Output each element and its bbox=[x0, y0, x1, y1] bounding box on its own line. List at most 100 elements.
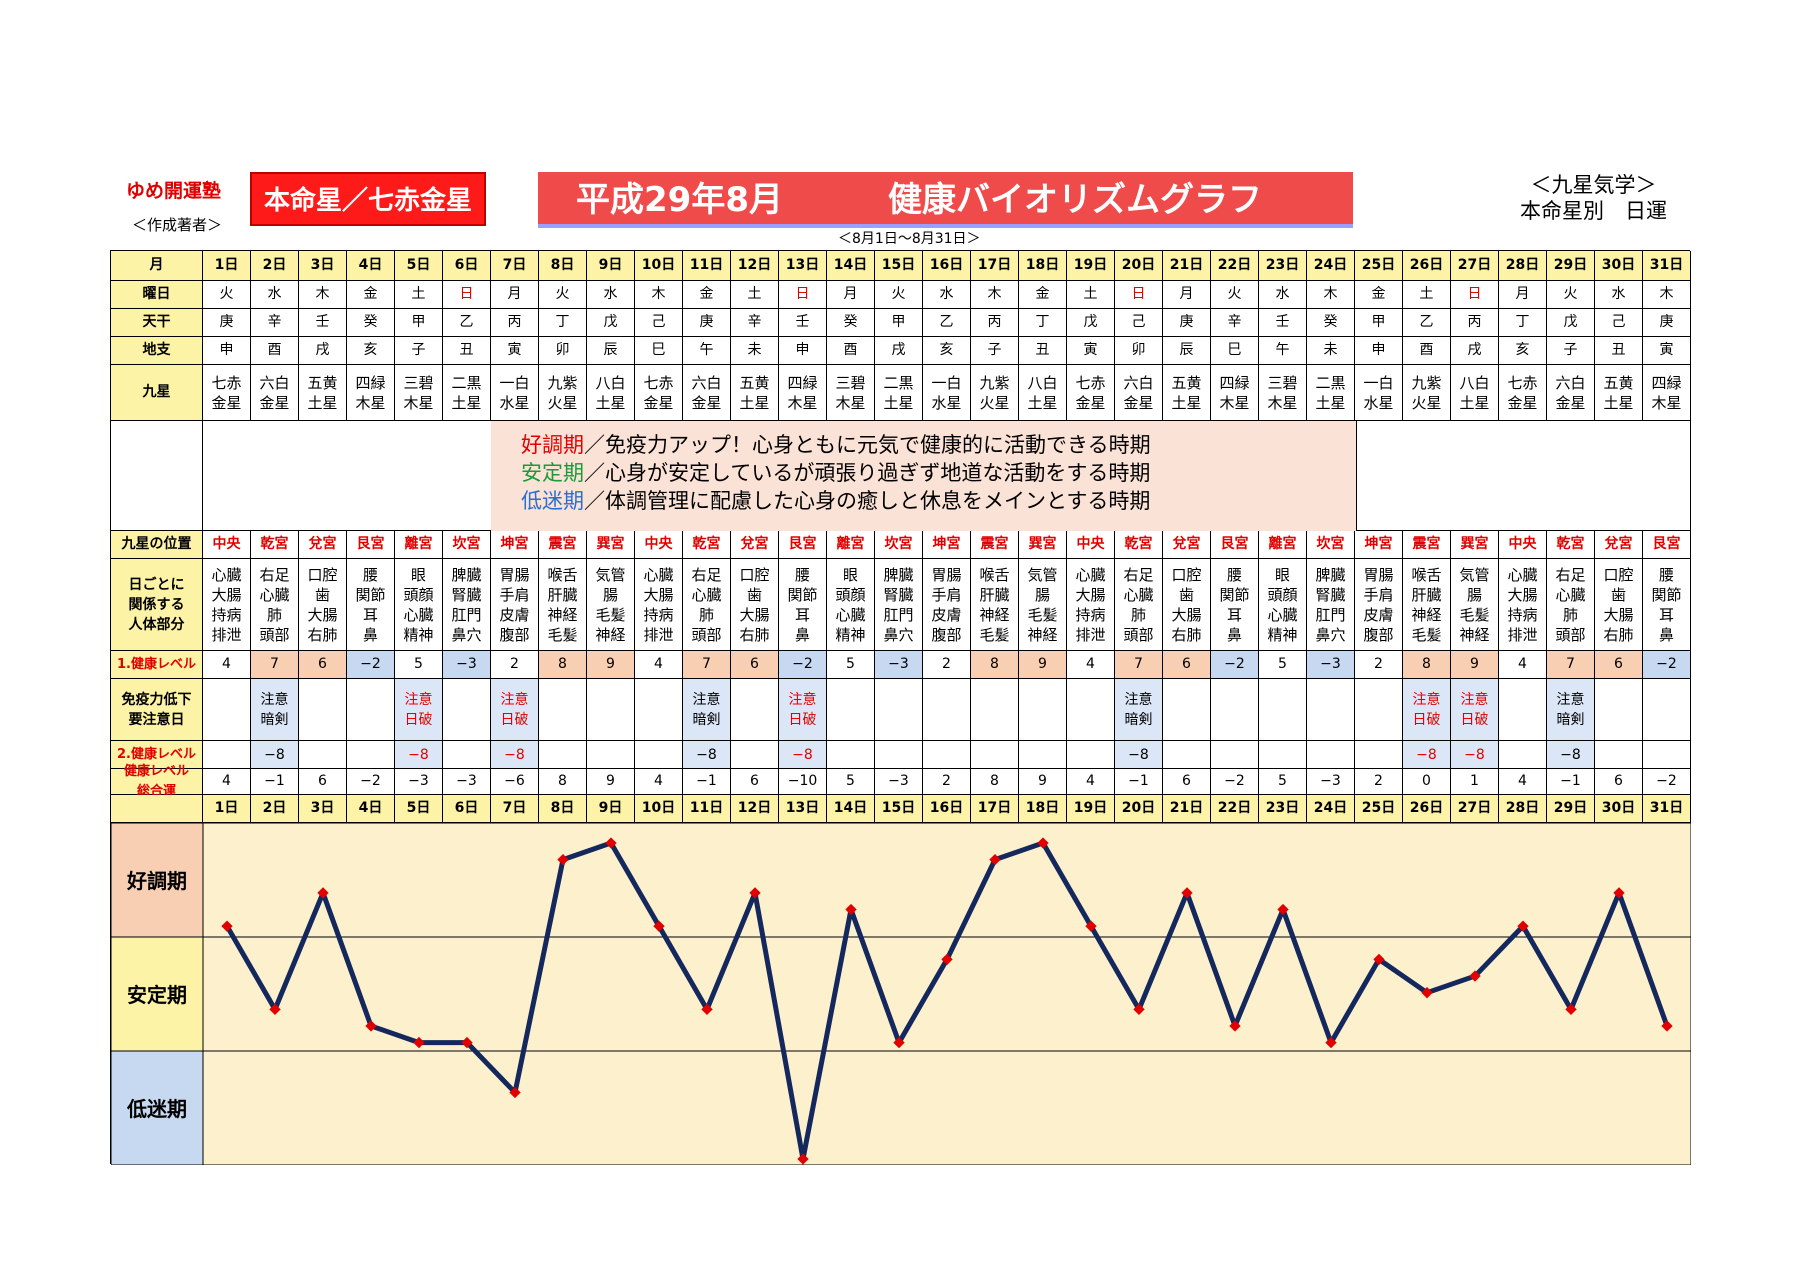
positions-cell: 坎宮 bbox=[875, 531, 923, 559]
positions-cell: 中央 bbox=[635, 531, 683, 559]
body_parts-cell: 口腔 歯 大腸 右肺 bbox=[299, 559, 347, 651]
total-cell: −1 bbox=[1115, 769, 1163, 795]
kyusei-cell: 三碧 木星 bbox=[395, 365, 443, 421]
level1-cell: 4 bbox=[203, 651, 251, 679]
positions-cell: 艮宮 bbox=[1643, 531, 1691, 559]
band-label-bg-1 bbox=[111, 823, 204, 938]
brand-subtitle: ＜作成著者＞ bbox=[132, 216, 223, 234]
data-point-7 bbox=[509, 1086, 521, 1099]
level1-cell: 4 bbox=[635, 651, 683, 679]
data-point-16 bbox=[941, 953, 953, 966]
immune-cell bbox=[1211, 679, 1259, 741]
chishi-cell: 申 bbox=[1355, 337, 1403, 365]
weekdays-cell: 月 bbox=[827, 281, 875, 309]
immune-cell: 注意 暗剣 bbox=[1115, 679, 1163, 741]
level1-cell: −3 bbox=[875, 651, 923, 679]
level1-cell: 2 bbox=[491, 651, 539, 679]
level2-cell bbox=[1643, 741, 1691, 769]
body_parts-cell: 心臓 大腸 持病 排泄 bbox=[635, 559, 683, 651]
tenkan-cell: 癸 bbox=[827, 309, 875, 337]
days-cell: 30日 bbox=[1595, 251, 1643, 281]
immune-cell bbox=[1259, 679, 1307, 741]
positions-cell: 巽宮 bbox=[1019, 531, 1067, 559]
positions-cell: 坎宮 bbox=[1307, 531, 1355, 559]
weekdays-cell: 火 bbox=[1547, 281, 1595, 309]
total-cell: −3 bbox=[1307, 769, 1355, 795]
level2-cell bbox=[1163, 741, 1211, 769]
total-cell: 8 bbox=[539, 769, 587, 795]
body_parts-cell: 心臓 大腸 持病 排泄 bbox=[1499, 559, 1547, 651]
days-cell: 16日 bbox=[923, 795, 971, 823]
total-cell: 5 bbox=[827, 769, 875, 795]
kyusei-cell: 七赤 金星 bbox=[1499, 365, 1547, 421]
level2-cell: −8 bbox=[395, 741, 443, 769]
immune-cell bbox=[731, 679, 779, 741]
tenkan-cell: 辛 bbox=[1211, 309, 1259, 337]
tenkan-cell: 庚 bbox=[683, 309, 731, 337]
chishi-cell: 未 bbox=[731, 337, 779, 365]
level2-cell bbox=[1259, 741, 1307, 769]
body_parts-cell: 心臓 大腸 持病 排泄 bbox=[203, 559, 251, 651]
legend-text-1: ／免疫力アップ！心身ともに元気で健康的に活動できる時期 bbox=[584, 433, 1151, 457]
data-point-13 bbox=[797, 1153, 809, 1165]
immune-cell bbox=[1595, 679, 1643, 741]
level1-cell: 5 bbox=[395, 651, 443, 679]
kyusei-cell: 四緑 木星 bbox=[1643, 365, 1691, 421]
weekdays-cell: 水 bbox=[1595, 281, 1643, 309]
body_parts-cell: 脾臓 腎臓 肛門 鼻穴 bbox=[875, 559, 923, 651]
tenkan-cell: 甲 bbox=[1355, 309, 1403, 337]
days-cell: 9日 bbox=[587, 795, 635, 823]
days-cell: 29日 bbox=[1547, 251, 1595, 281]
tenkan-cell: 己 bbox=[1115, 309, 1163, 337]
chishi-cell: 子 bbox=[1547, 337, 1595, 365]
tenkan-cell: 丁 bbox=[1499, 309, 1547, 337]
data-point-26 bbox=[1421, 987, 1433, 999]
tenkan-cell: 丙 bbox=[1451, 309, 1499, 337]
weekdays-cell: 水 bbox=[1259, 281, 1307, 309]
level2-cell bbox=[1595, 741, 1643, 769]
chishi-cell: 丑 bbox=[1019, 337, 1067, 365]
days-cell: 16日 bbox=[923, 251, 971, 281]
level1-cell: 8 bbox=[1403, 651, 1451, 679]
immune-cell bbox=[443, 679, 491, 741]
body_parts-cell: 喉舌 肝臓 神経 毛髪 bbox=[539, 559, 587, 651]
data-point-24 bbox=[1325, 1036, 1337, 1049]
positions-cell: 震宮 bbox=[539, 531, 587, 559]
days-cell: 30日 bbox=[1595, 795, 1643, 823]
level1-cell: 7 bbox=[1115, 651, 1163, 679]
body_parts-cell: 右足 心臓 肺 頭部 bbox=[683, 559, 731, 651]
tenkan-cell: 丁 bbox=[1019, 309, 1067, 337]
band-label-3: 低迷期 bbox=[126, 1097, 187, 1121]
kyusei-cell: 二黒 土星 bbox=[443, 365, 491, 421]
positions-cell: 艮宮 bbox=[347, 531, 395, 559]
chishi-cell: 寅 bbox=[491, 337, 539, 365]
positions-cell: 中央 bbox=[203, 531, 251, 559]
weekdays-cell: 水 bbox=[251, 281, 299, 309]
days-cell: 27日 bbox=[1451, 795, 1499, 823]
tenkan-cell: 甲 bbox=[395, 309, 443, 337]
tenkan-cell: 丙 bbox=[491, 309, 539, 337]
chishi-cell: 辰 bbox=[1163, 337, 1211, 365]
immune-cell: 注意 暗剣 bbox=[683, 679, 731, 741]
days-cell: 6日 bbox=[443, 251, 491, 281]
level1-cell: −2 bbox=[1211, 651, 1259, 679]
legend-text-3: ／体調管理に配慮した心身の癒しと休息をメインとする時期 bbox=[584, 489, 1151, 513]
days-cell: 3日 bbox=[299, 795, 347, 823]
days-cell: 28日 bbox=[1499, 795, 1547, 823]
days-cell: 1日 bbox=[203, 795, 251, 823]
legend-row-label bbox=[111, 421, 203, 531]
data-point-25 bbox=[1373, 953, 1385, 966]
weekdays-cell: 水 bbox=[587, 281, 635, 309]
chishi-cell: 辰 bbox=[587, 337, 635, 365]
days-cell: 25日 bbox=[1355, 795, 1403, 823]
kyusei-cell: 一白 水星 bbox=[923, 365, 971, 421]
kyusei-cell: 四緑 木星 bbox=[1211, 365, 1259, 421]
tenkan-cell: 壬 bbox=[779, 309, 827, 337]
weekdays-cell: 日 bbox=[779, 281, 827, 309]
days-cell: 19日 bbox=[1067, 251, 1115, 281]
weekdays-cell: 金 bbox=[347, 281, 395, 309]
row-label-level1: 1.健康レベル bbox=[111, 651, 203, 679]
days-cell: 13日 bbox=[779, 795, 827, 823]
total-cell: 6 bbox=[731, 769, 779, 795]
